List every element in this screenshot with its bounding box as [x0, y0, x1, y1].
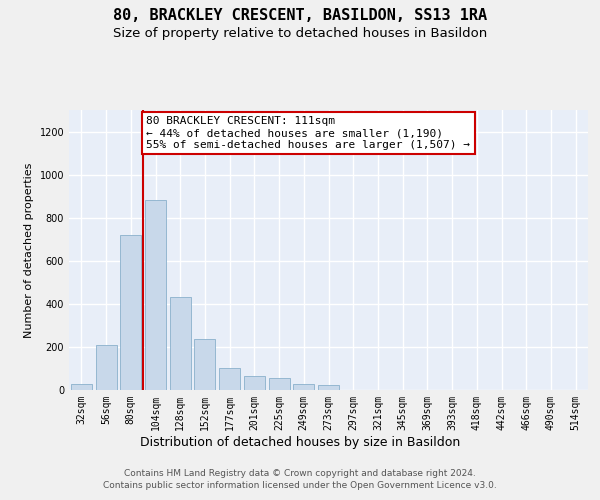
Text: Distribution of detached houses by size in Basildon: Distribution of detached houses by size … — [140, 436, 460, 449]
Bar — [145, 200, 166, 390]
Bar — [95, 345, 116, 390]
Bar — [120, 235, 141, 390]
Text: 80, BRACKLEY CRESCENT, BASILDON, SS13 1RA: 80, BRACKLEY CRESCENT, BASILDON, SS13 1R… — [113, 8, 487, 22]
Bar — [219, 368, 240, 390]
Text: Contains public sector information licensed under the Open Government Licence v3: Contains public sector information licen… — [103, 482, 497, 490]
Y-axis label: Number of detached properties: Number of detached properties — [24, 162, 34, 338]
Bar — [269, 378, 290, 390]
Bar — [170, 298, 191, 390]
Bar — [318, 384, 339, 390]
Text: Contains HM Land Registry data © Crown copyright and database right 2024.: Contains HM Land Registry data © Crown c… — [124, 470, 476, 478]
Bar — [293, 384, 314, 390]
Text: 80 BRACKLEY CRESCENT: 111sqm
← 44% of detached houses are smaller (1,190)
55% of: 80 BRACKLEY CRESCENT: 111sqm ← 44% of de… — [146, 116, 470, 150]
Text: Size of property relative to detached houses in Basildon: Size of property relative to detached ho… — [113, 28, 487, 40]
Bar — [244, 376, 265, 390]
Bar — [71, 384, 92, 390]
Bar — [194, 340, 215, 390]
